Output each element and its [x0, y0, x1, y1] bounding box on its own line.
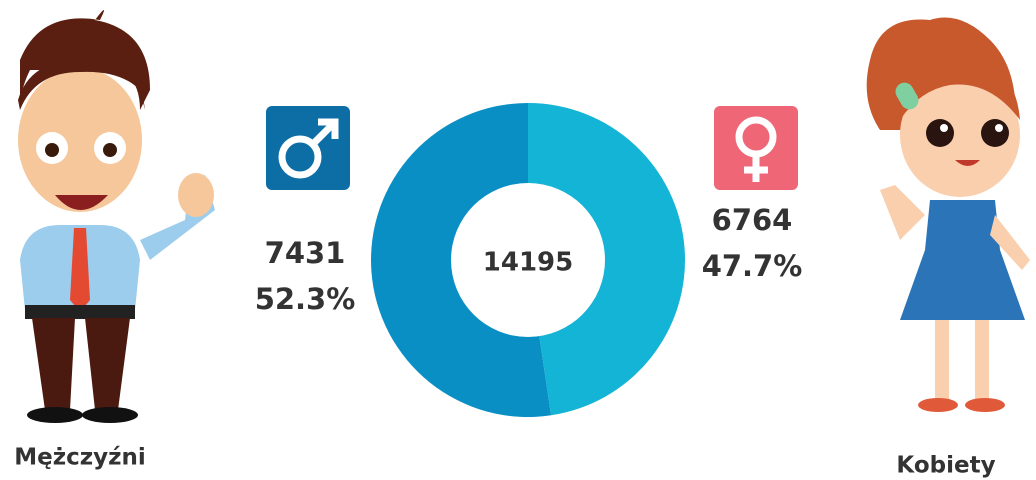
male-character [18, 10, 215, 423]
percent-label: 52.3% [255, 282, 356, 316]
total-label: 14195 [483, 248, 573, 278]
infographic: 14195 7431 52.3% 6764 47.7% Mężczyźni Ko… [0, 0, 1036, 480]
percent-label: 47.7% [702, 249, 803, 283]
category-label: Mężczyźni [14, 445, 146, 471]
female-icon [714, 106, 798, 190]
value-label: 7431 [265, 236, 346, 270]
female-character [867, 18, 1030, 413]
value-label: 6764 [712, 203, 793, 237]
male-icon [266, 106, 350, 190]
category-label: Kobiety [896, 453, 995, 479]
